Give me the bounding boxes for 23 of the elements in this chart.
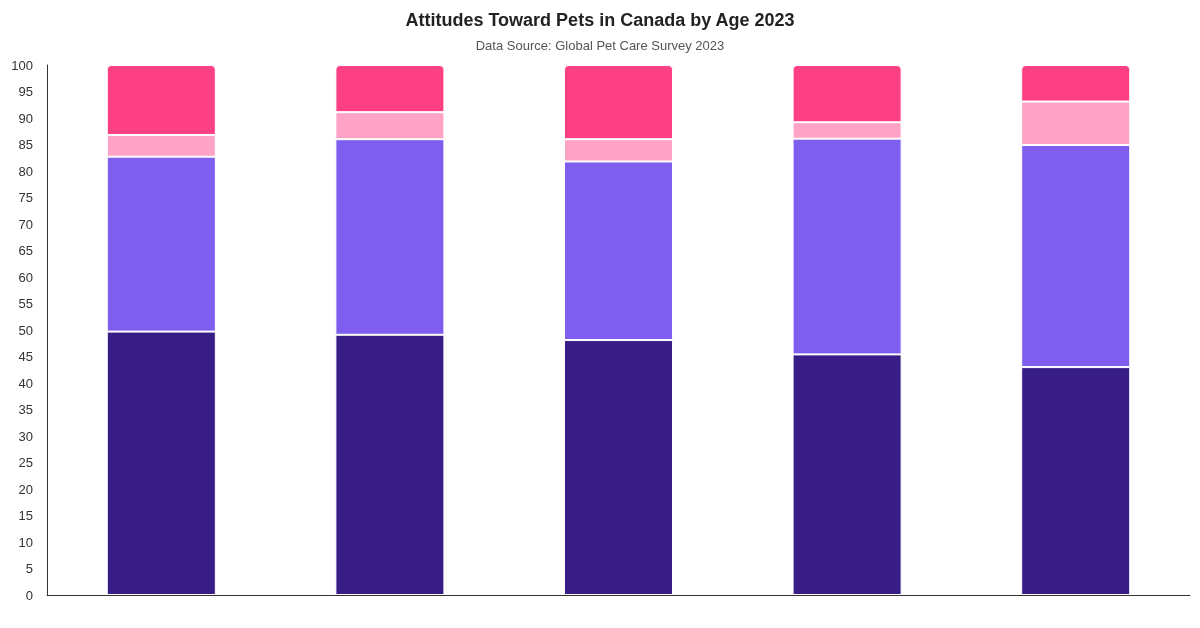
chart-subtitle: Data Source: Global Pet Care Survey 2023 [475, 38, 725, 53]
y-tick-label: 45 [18, 349, 33, 364]
y-tick-label: 30 [18, 428, 33, 444]
y-tick-label: 60 [18, 269, 33, 285]
y-tick-label: 80 [18, 163, 33, 179]
y-tick-label: 25 [18, 455, 33, 470]
y-tick-label: 85 [18, 137, 33, 152]
y-tick-label: 100 [11, 57, 33, 73]
y-tick-label: 55 [18, 296, 33, 311]
y-tick-label: 15 [18, 508, 33, 523]
y-tick-label: 0 [25, 587, 33, 603]
y-tick-label: 20 [18, 481, 33, 497]
y-tick-label: 40 [18, 375, 33, 391]
chart-title: Attitudes Toward Pets in Canada by Age 2023 [405, 10, 795, 30]
y-tick-label: 5 [25, 561, 33, 576]
y-tick-label: 35 [18, 402, 33, 417]
y-tick-label: 90 [18, 110, 33, 126]
y-tick-label: 70 [18, 216, 33, 232]
y-tick-label: 75 [18, 190, 33, 205]
y-tick-label: 10 [18, 534, 33, 550]
y-tick-label: 50 [18, 322, 33, 338]
y-tick-label: 65 [18, 243, 33, 258]
y-tick-label: 95 [18, 84, 33, 99]
